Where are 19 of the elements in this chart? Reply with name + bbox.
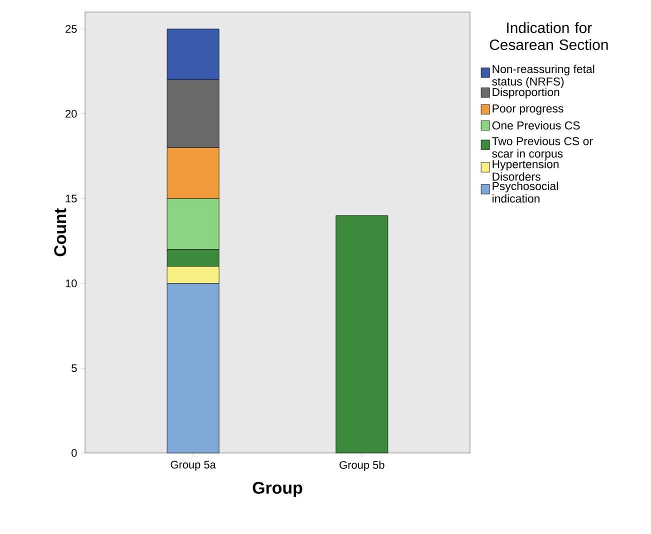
legend-label: Non-reassuring fetal status (NRFS) [492,64,594,88]
y-tick-label: 0 [72,449,77,457]
y-tick-label: 5 [72,364,77,372]
y-tick-label: 25 [66,25,77,33]
legend-label: Psychosocial indication [492,182,558,203]
legend-label: Disproportion [492,88,560,98]
y-tick-label: 10 [66,280,77,288]
x-tick-label: Group 5b [340,460,384,471]
x-axis-title: Group [252,482,302,498]
legend-title: Indication for Cesarean Section [490,22,608,50]
y-axis-title: Count [54,208,66,256]
bar [336,215,388,454]
legend-label: One Previous CS [492,121,580,130]
y-tick-label: 15 [66,194,77,202]
legend-label: Two Previous CS or scar in corpus [492,136,593,160]
legend-label: Hypertension Disorders [492,160,559,181]
legend-label: Poor progress [492,104,564,115]
x-tick-label: Group 5a [170,460,216,471]
y-tick-label: 20 [66,110,77,118]
